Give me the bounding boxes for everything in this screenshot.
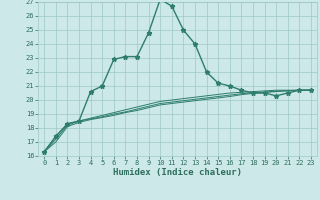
X-axis label: Humidex (Indice chaleur): Humidex (Indice chaleur)	[113, 168, 242, 177]
